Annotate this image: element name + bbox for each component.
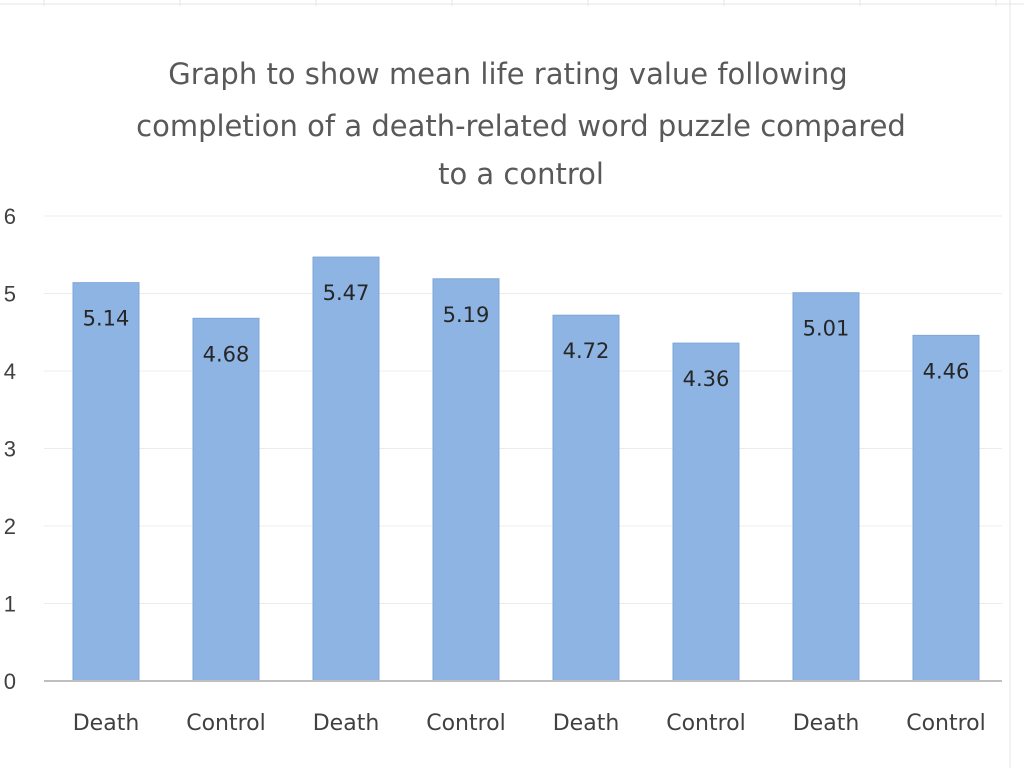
bar-data-label: 4.36 <box>683 367 730 391</box>
bar <box>552 314 620 682</box>
chart-title-line-1: Graph to show mean life rating value fol… <box>168 57 847 91</box>
bar-data-label: 4.68 <box>203 342 250 366</box>
y-tick-label: 6 <box>4 204 16 229</box>
chart-title-line-2: completion of a death-related word puzzl… <box>136 109 906 143</box>
chart-title: Graph to show mean life rating value fol… <box>136 57 906 191</box>
bar-data-label: 4.72 <box>563 339 610 363</box>
x-category-label: Control <box>906 711 986 736</box>
bar <box>432 278 500 682</box>
bar-data-labels: 5.14 4.68 5.47 5.19 4.72 4.36 5.01 4.46 <box>83 281 970 391</box>
x-axis-category-labels: Death Control Death Control Death Control Deat… <box>73 711 986 736</box>
x-category-label: Death <box>553 711 620 736</box>
bar <box>792 292 860 682</box>
bar <box>192 317 260 682</box>
bar-data-label: 5.19 <box>443 303 490 327</box>
x-category-label: Control <box>186 711 266 736</box>
x-category-label: Control <box>666 711 746 736</box>
y-tick-label: 5 <box>4 282 16 307</box>
x-category-label: Death <box>793 711 860 736</box>
x-category-label: Control <box>426 711 506 736</box>
bar-data-label: 5.47 <box>323 281 370 305</box>
chart-title-line-3: to a control <box>438 157 604 191</box>
bar <box>912 334 980 682</box>
y-tick-label: 3 <box>4 437 16 462</box>
y-axis-tick-labels: 0 1 2 3 4 5 6 <box>4 204 16 694</box>
bar <box>672 342 740 682</box>
x-category-label: Death <box>313 711 380 736</box>
bar-data-label: 5.01 <box>803 317 850 341</box>
y-tick-label: 2 <box>4 514 16 539</box>
bar-data-label: 5.14 <box>83 307 130 331</box>
y-tick-label: 0 <box>4 669 16 694</box>
bars <box>72 256 980 682</box>
bar <box>312 256 380 682</box>
bar-data-label: 4.46 <box>923 359 970 383</box>
bar <box>72 282 140 682</box>
y-tick-label: 4 <box>4 359 16 384</box>
y-tick-label: 1 <box>4 592 16 617</box>
x-category-label: Death <box>73 711 140 736</box>
